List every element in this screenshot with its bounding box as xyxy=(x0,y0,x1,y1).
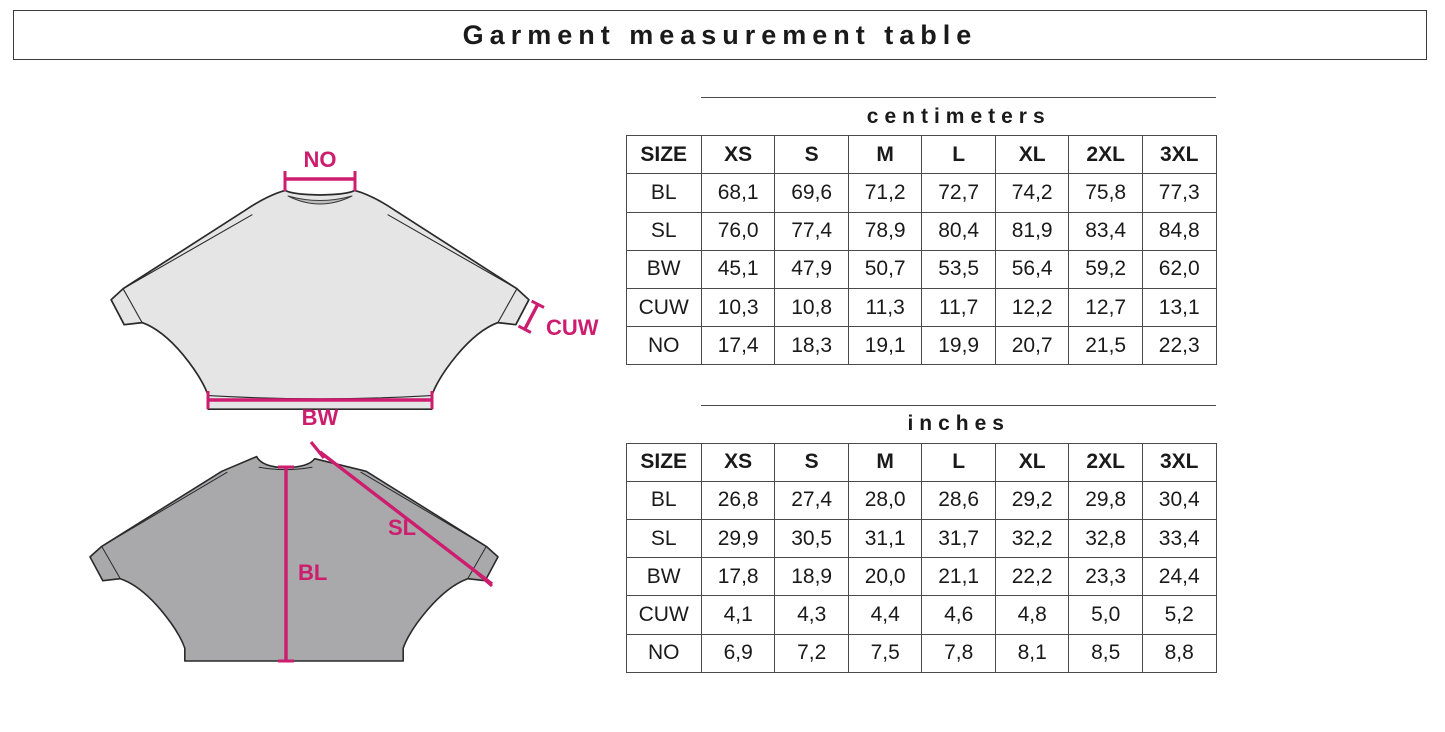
svg-text:BL: BL xyxy=(298,560,327,585)
svg-text:SL: SL xyxy=(388,515,416,540)
svg-text:NO: NO xyxy=(304,150,337,172)
svg-text:CUW: CUW xyxy=(546,315,599,340)
svg-text:BW: BW xyxy=(302,405,339,430)
